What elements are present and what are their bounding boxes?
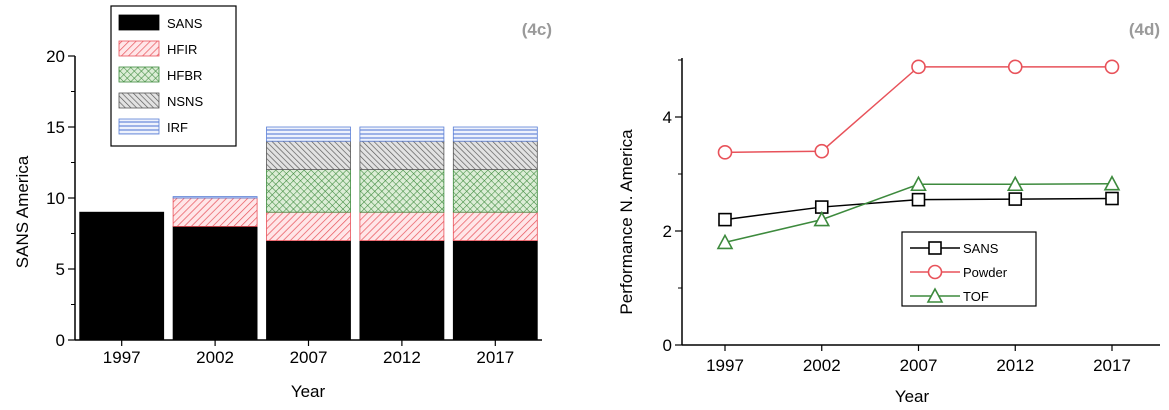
x-tick-label: 1997 — [103, 348, 141, 367]
line-series — [716, 59, 1121, 250]
x-tick-label: 2012 — [996, 356, 1034, 375]
bar-segment-hfir-2017 — [452, 211, 538, 241]
point-tof-2012 — [1006, 175, 1024, 192]
legend-swatch-nsns — [118, 92, 160, 109]
legend-label: SANS — [167, 16, 203, 31]
panel-label: (4c) — [522, 20, 552, 39]
bar-segment-irf-2017 — [452, 126, 538, 142]
bar-segment-hfbr-2017 — [452, 169, 538, 213]
bar-segment-hfir-2007 — [266, 211, 351, 241]
bar-segment-sans-2007 — [266, 240, 351, 341]
point-powder-2007 — [911, 59, 926, 75]
x-tick-label: 1997 — [706, 356, 744, 375]
bar-segment-sans-1997 — [79, 211, 165, 341]
y-ticks: 0 2 4 — [663, 59, 682, 355]
y-tick-label: 2 — [663, 222, 672, 241]
x-axis-title: Year — [895, 387, 930, 406]
x-axis-title: Year — [291, 382, 326, 401]
point-tof-2007 — [910, 175, 927, 192]
bar-segment-hfbr-2007 — [266, 169, 351, 213]
legend: SANS HFIR HFBR NSNS IRF — [118, 14, 203, 135]
legend-label: HFBR — [167, 68, 202, 83]
bar-segment-irf-2012 — [359, 126, 445, 142]
legend-label: NSNS — [167, 94, 203, 109]
point-sans-2017 — [1105, 191, 1119, 206]
point-tof-2017 — [1103, 175, 1121, 191]
point-sans-2007 — [911, 192, 926, 207]
bar-segment-irf-2007 — [266, 126, 351, 142]
bar-segment-irf-2002 — [172, 196, 258, 199]
legend-marker-tof — [926, 287, 944, 303]
point-powder-2017 — [1104, 59, 1120, 75]
point-tof-2002 — [813, 210, 831, 227]
chart-panel-4d: (4d) 0 2 4 1997 2002 2007 2012 2017 Year Perfo… — [617, 20, 1160, 406]
x-tick-label: 2017 — [476, 348, 514, 367]
y-axis-title: Performance N. America — [617, 129, 636, 315]
legend-swatch-irf — [118, 118, 160, 135]
legend-marker-sans — [928, 241, 942, 255]
y-tick-label: 0 — [56, 331, 65, 350]
bar-segment-hfir-2012 — [359, 211, 445, 241]
x-ticks: 1997 2002 2007 2012 2017 — [706, 345, 1131, 375]
bar-segment-hfbr-2012 — [359, 169, 445, 213]
x-ticks: 1997 2002 2007 2012 2017 — [103, 340, 514, 367]
legend-label: TOF — [963, 289, 989, 304]
point-powder-2002 — [814, 143, 830, 159]
legend-swatch-hfbr — [118, 66, 160, 83]
point-powder-2012 — [1007, 59, 1023, 75]
bar-segment-hfir-2002 — [172, 197, 258, 227]
y-tick-label: 4 — [663, 108, 672, 127]
x-tick-label: 2002 — [196, 348, 234, 367]
y-ticks: 0 5 10 15 20 — [46, 47, 75, 350]
point-sans-1997 — [718, 212, 732, 227]
point-powder-1997 — [717, 145, 733, 160]
legend-box — [901, 231, 1037, 307]
x-tick-label: 2017 — [1093, 356, 1131, 375]
legend: SANS Powder TOF — [910, 241, 1008, 304]
legend-swatch-hfir — [118, 40, 160, 57]
y-tick-label: 15 — [46, 118, 65, 137]
legend-swatch-sans — [118, 14, 160, 31]
legend-label: IRF — [167, 120, 188, 135]
bar-segment-nsns-2007 — [266, 140, 351, 170]
y-axis-title: SANS America — [13, 155, 32, 268]
bar-group — [79, 126, 538, 341]
legend-label: HFIR — [167, 42, 197, 57]
bar-segment-sans-2012 — [359, 240, 445, 341]
legend-marker-powder — [927, 264, 943, 280]
panel-label: (4d) — [1129, 20, 1160, 39]
bar-segment-sans-2017 — [452, 240, 538, 341]
series-line-powder — [724, 66, 1112, 154]
y-tick-label: 20 — [46, 47, 65, 66]
legend-label: Powder — [963, 265, 1008, 280]
y-tick-label: 5 — [56, 260, 65, 279]
bar-segment-nsns-2017 — [452, 140, 538, 170]
y-tick-label: 10 — [46, 189, 65, 208]
y-tick-label: 0 — [663, 336, 672, 355]
x-tick-label: 2007 — [290, 348, 328, 367]
point-tof-1997 — [716, 233, 734, 250]
x-tick-label: 2002 — [803, 356, 841, 375]
x-tick-label: 2007 — [900, 356, 938, 375]
x-tick-label: 2012 — [383, 348, 421, 367]
bar-segment-nsns-2012 — [359, 140, 445, 170]
point-sans-2012 — [1008, 192, 1023, 206]
legend-label: SANS — [963, 241, 999, 256]
bar-segment-sans-2002 — [172, 225, 258, 341]
